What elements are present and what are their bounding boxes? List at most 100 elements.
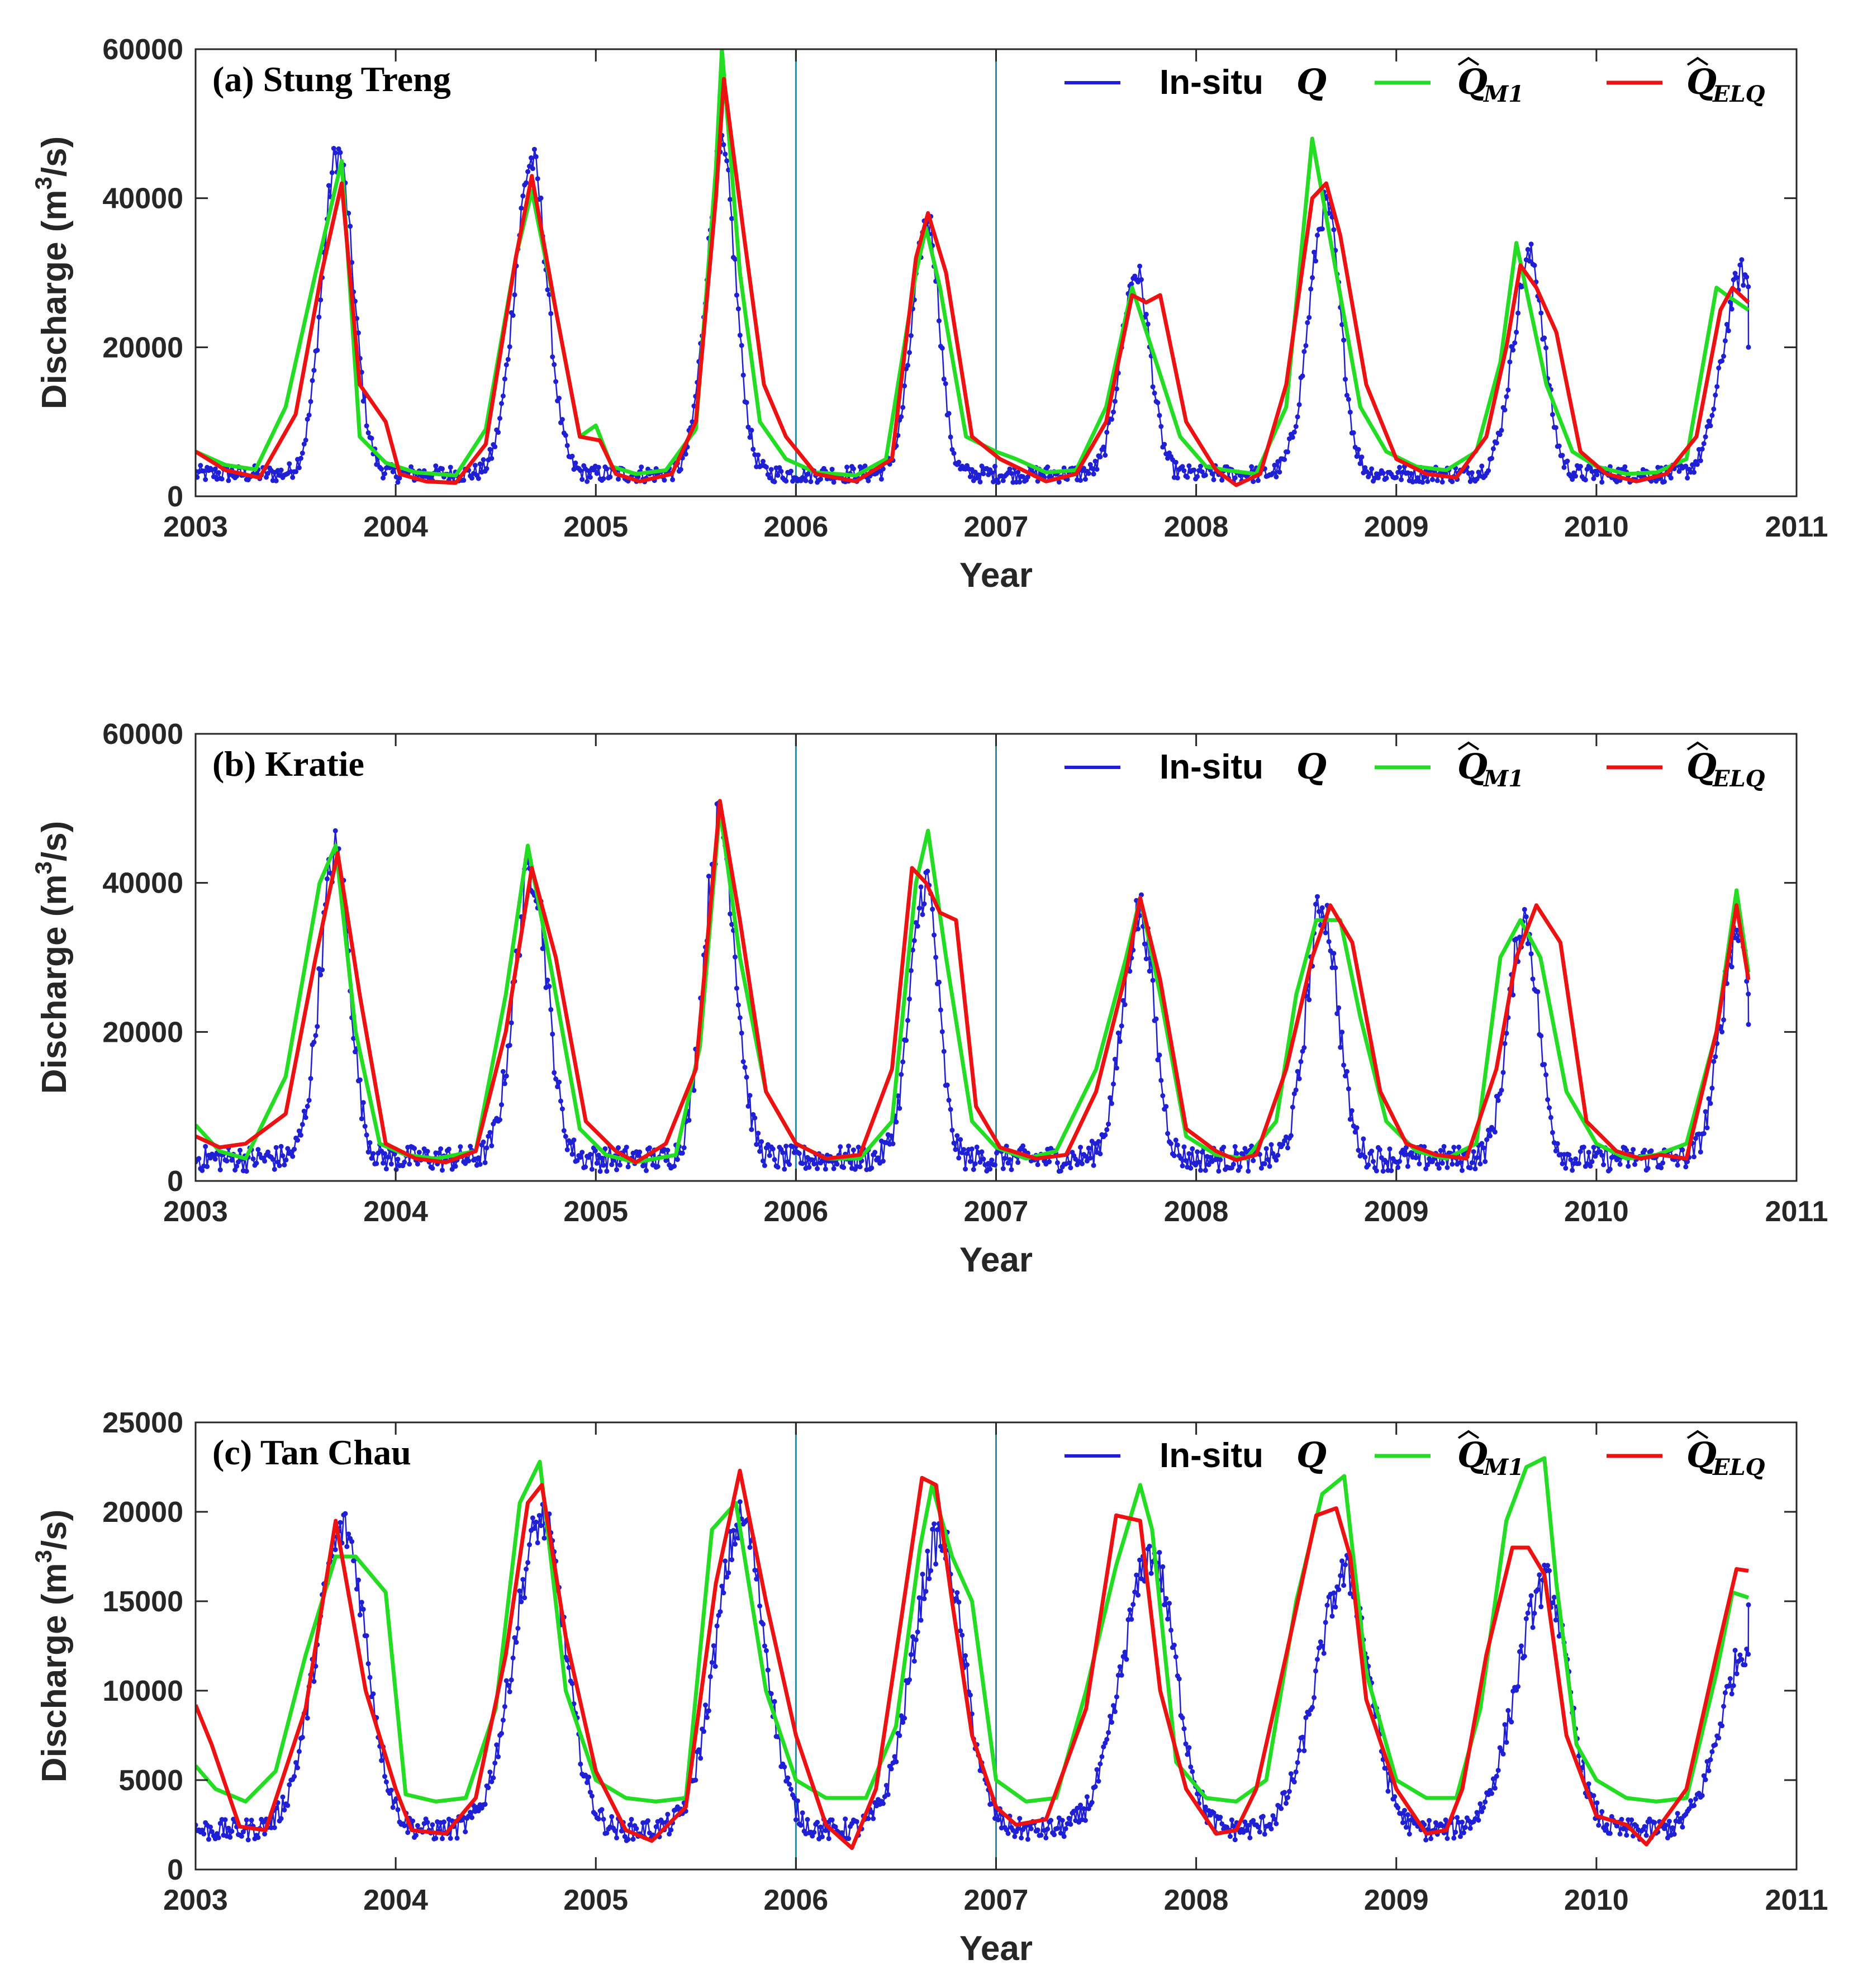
legend-m1-math: Q (1457, 1435, 1488, 1475)
insitu-point (425, 1149, 430, 1154)
insitu-point (561, 1128, 567, 1133)
insitu-point (355, 330, 361, 336)
insitu-point (512, 292, 517, 297)
y-axis-label: Discharge (m3/s) (30, 821, 74, 1094)
insitu-point (1488, 1133, 1493, 1138)
legend-elq-hat (1686, 56, 1709, 66)
insitu-point (589, 1166, 595, 1172)
insitu-point (1323, 930, 1328, 936)
insitu-point (1474, 476, 1480, 482)
insitu-point (1408, 1817, 1414, 1823)
insitu-point (958, 1628, 963, 1634)
insitu-point (1538, 1604, 1544, 1610)
insitu-point (1139, 277, 1144, 282)
insitu-point (545, 978, 550, 983)
insitu-point (918, 1617, 924, 1623)
insitu-point (1180, 1163, 1185, 1169)
insitu-point (1617, 1161, 1623, 1167)
insitu-point (476, 1155, 481, 1161)
insitu-point (737, 1499, 743, 1505)
insitu-point (306, 1098, 312, 1103)
insitu-point (609, 1814, 615, 1819)
insitu-point (586, 1775, 591, 1780)
insitu-point (800, 1810, 805, 1816)
insitu-point (1347, 1591, 1353, 1596)
x-tick-label: 2004 (363, 1884, 428, 1916)
insitu-point (315, 348, 320, 353)
insitu-point (902, 1715, 907, 1721)
insitu-point (935, 1527, 940, 1532)
insitu-point (1519, 1643, 1524, 1649)
insitu-point (1122, 1002, 1128, 1007)
insitu-point (604, 466, 610, 472)
insitu-point (364, 1633, 369, 1639)
insitu-point (1175, 475, 1180, 481)
insitu-point (1560, 1161, 1565, 1166)
insitu-point (1045, 464, 1051, 469)
insitu-point (1150, 384, 1156, 390)
y-tick-label: 5000 (118, 1764, 183, 1797)
insitu-point (679, 1150, 685, 1156)
insitu-point (1599, 480, 1605, 485)
insitu-point (1362, 1154, 1368, 1160)
insitu-point (410, 1818, 415, 1824)
insitu-point (668, 1827, 674, 1833)
insitu-point (1052, 1832, 1057, 1838)
insitu-point (1570, 477, 1575, 482)
insitu-point (1732, 935, 1738, 941)
insitu-point (1288, 1133, 1294, 1138)
insitu-point (1054, 1160, 1060, 1165)
insitu-point (772, 1698, 777, 1704)
insitu-point (969, 1146, 975, 1152)
insitu-point (326, 183, 331, 188)
insitu-point (1577, 464, 1583, 469)
insitu-point (1413, 1155, 1419, 1160)
insitu-point (310, 378, 315, 383)
insitu-point (591, 467, 596, 473)
insitu-point (232, 1168, 238, 1173)
insitu-point (388, 1161, 394, 1167)
insitu-point (1553, 1617, 1558, 1623)
insitu-point (795, 1798, 800, 1804)
insitu-point (1699, 447, 1705, 452)
insitu-point (298, 1132, 303, 1138)
insitu-point (587, 1152, 593, 1157)
insitu-point (510, 1655, 516, 1660)
insitu-point (1216, 1168, 1222, 1174)
insitu-point (1145, 321, 1151, 327)
insitu-point (1277, 469, 1282, 475)
insitu-point (318, 972, 324, 978)
insitu-point (728, 197, 733, 202)
insitu-point (1502, 1722, 1508, 1728)
insitu-point (430, 1165, 435, 1171)
insitu-point (592, 1148, 598, 1154)
insitu-point (1087, 462, 1093, 467)
insitu-point (555, 1084, 560, 1089)
insitu-point (1662, 479, 1667, 485)
x-tick-label: 2007 (964, 511, 1029, 543)
insitu-point (670, 477, 676, 482)
insitu-point (1455, 1815, 1460, 1820)
insitu-point (568, 1140, 573, 1146)
insitu-point (946, 1098, 952, 1103)
insitu-point (726, 1570, 731, 1576)
insitu-point (1336, 1587, 1342, 1592)
insitu-point (1319, 1643, 1325, 1649)
insitu-point (1744, 979, 1750, 984)
insitu-point (381, 1160, 386, 1166)
insitu-point (205, 1164, 210, 1169)
insitu-point (1343, 1073, 1348, 1079)
insitu-point (989, 470, 995, 475)
insitu-point (303, 1115, 308, 1120)
insitu-point (1219, 477, 1225, 483)
insitu-point (255, 1835, 261, 1840)
insitu-point (810, 1157, 815, 1163)
insitu-point (311, 368, 317, 373)
insitu-point (1547, 1105, 1552, 1111)
insitu-point (217, 1167, 223, 1173)
insitu-point (704, 1715, 710, 1720)
insitu-point (569, 453, 575, 459)
insitu-point (596, 464, 601, 470)
insitu-point (430, 1822, 435, 1828)
insitu-point (1066, 1160, 1072, 1166)
